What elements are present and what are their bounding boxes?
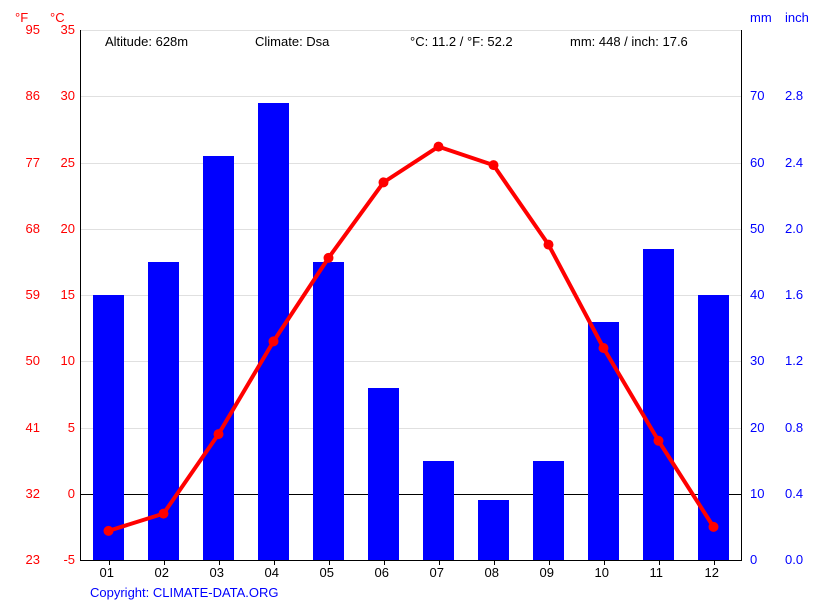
axis-title-inch: inch bbox=[785, 10, 809, 25]
precip-bar bbox=[368, 388, 398, 560]
y-tick-mm: 60 bbox=[750, 155, 764, 170]
y-tick-inch: 2.8 bbox=[785, 88, 803, 103]
y-tick-c: -5 bbox=[63, 552, 75, 567]
y-tick-mm: 0 bbox=[750, 552, 757, 567]
y-tick-f: 32 bbox=[26, 486, 40, 501]
y-tick-inch: 0.8 bbox=[785, 420, 803, 435]
x-tick-label: 03 bbox=[210, 565, 224, 580]
header-temp-avg: °C: 11.2 / °F: 52.2 bbox=[410, 34, 513, 49]
header-altitude: Altitude: 628m bbox=[105, 34, 188, 49]
plot-area bbox=[80, 30, 742, 561]
x-tick-label: 12 bbox=[705, 565, 719, 580]
y-tick-f: 68 bbox=[26, 221, 40, 236]
gridline bbox=[81, 163, 741, 164]
header-climate: Climate: Dsa bbox=[255, 34, 329, 49]
gridline bbox=[81, 96, 741, 97]
y-tick-c: 10 bbox=[61, 353, 75, 368]
y-tick-f: 77 bbox=[26, 155, 40, 170]
precip-bar bbox=[93, 295, 123, 560]
header-precip-avg: mm: 448 / inch: 17.6 bbox=[570, 34, 688, 49]
y-tick-f: 50 bbox=[26, 353, 40, 368]
x-tick-label: 11 bbox=[650, 565, 664, 580]
y-tick-f: 41 bbox=[26, 420, 40, 435]
precip-bar bbox=[643, 249, 673, 560]
gridline bbox=[81, 295, 741, 296]
gridline bbox=[81, 428, 741, 429]
y-tick-f: 23 bbox=[26, 552, 40, 567]
x-tick-label: 04 bbox=[265, 565, 279, 580]
x-tick-label: 06 bbox=[375, 565, 389, 580]
y-tick-inch: 1.2 bbox=[785, 353, 803, 368]
y-tick-inch: 1.6 bbox=[785, 287, 803, 302]
y-tick-f: 86 bbox=[26, 88, 40, 103]
y-tick-inch: 2.0 bbox=[785, 221, 803, 236]
x-tick-label: 07 bbox=[430, 565, 444, 580]
copyright-text: Copyright: CLIMATE-DATA.ORG bbox=[90, 585, 279, 600]
zero-line bbox=[81, 494, 741, 495]
y-tick-mm: 40 bbox=[750, 287, 764, 302]
precip-bar bbox=[148, 262, 178, 560]
climate-chart: Altitude: 628m Climate: Dsa °C: 11.2 / °… bbox=[0, 0, 815, 611]
y-tick-c: 15 bbox=[61, 287, 75, 302]
precip-bar bbox=[203, 156, 233, 560]
y-tick-c: 0 bbox=[68, 486, 75, 501]
y-tick-mm: 50 bbox=[750, 221, 764, 236]
precip-bar bbox=[258, 103, 288, 560]
precip-bar bbox=[533, 461, 563, 560]
x-tick-label: 08 bbox=[485, 565, 499, 580]
gridline bbox=[81, 361, 741, 362]
precip-bar bbox=[478, 500, 508, 560]
precip-bar bbox=[313, 262, 343, 560]
y-tick-f: 95 bbox=[26, 22, 40, 37]
x-tick-label: 02 bbox=[155, 565, 169, 580]
y-tick-c: 35 bbox=[61, 22, 75, 37]
y-tick-mm: 30 bbox=[750, 353, 764, 368]
y-tick-mm: 70 bbox=[750, 88, 764, 103]
y-tick-inch: 0.4 bbox=[785, 486, 803, 501]
y-tick-c: 5 bbox=[68, 420, 75, 435]
gridline bbox=[81, 229, 741, 230]
y-tick-inch: 0.0 bbox=[785, 552, 803, 567]
gridline bbox=[81, 30, 741, 31]
y-tick-c: 20 bbox=[61, 221, 75, 236]
y-tick-mm: 20 bbox=[750, 420, 764, 435]
y-tick-mm: 10 bbox=[750, 486, 764, 501]
axis-title-mm: mm bbox=[750, 10, 772, 25]
precip-bar bbox=[423, 461, 453, 560]
x-tick-label: 05 bbox=[320, 565, 334, 580]
y-tick-c: 30 bbox=[61, 88, 75, 103]
x-tick-label: 09 bbox=[540, 565, 554, 580]
y-tick-c: 25 bbox=[61, 155, 75, 170]
y-tick-inch: 2.4 bbox=[785, 155, 803, 170]
precip-bar bbox=[588, 322, 618, 561]
x-tick-label: 10 bbox=[595, 565, 609, 580]
y-tick-f: 59 bbox=[26, 287, 40, 302]
x-tick-label: 01 bbox=[100, 565, 114, 580]
precip-bar bbox=[698, 295, 728, 560]
